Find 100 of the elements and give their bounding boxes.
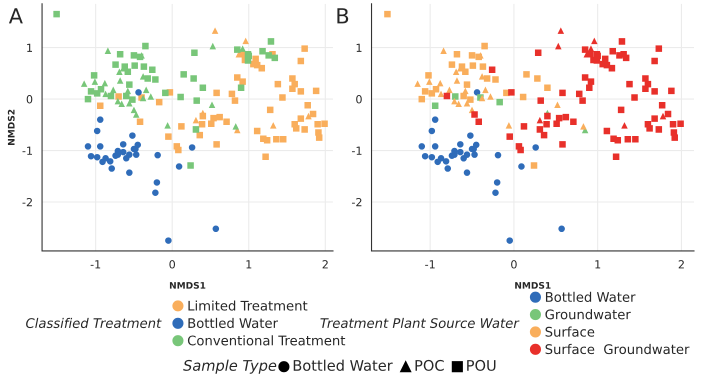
legend-label: Bottled Water (188, 318, 278, 328)
x-axis-title: NMDS1 (515, 282, 551, 289)
point (440, 47, 447, 54)
point (198, 121, 206, 128)
point (544, 84, 551, 92)
point (135, 89, 142, 96)
text: POU (467, 360, 496, 371)
point (534, 75, 541, 82)
point (279, 94, 286, 101)
point (156, 98, 162, 106)
point (149, 66, 156, 73)
point (523, 71, 530, 78)
point (301, 126, 308, 133)
y-tick-label: -1 (22, 146, 32, 155)
y-tick-label: -2 (352, 198, 362, 206)
point (464, 100, 470, 106)
point (193, 97, 200, 104)
legend-label: Bottled Water (546, 292, 636, 302)
point (200, 84, 206, 92)
text: A (8, 8, 23, 24)
point (492, 76, 499, 83)
point (506, 122, 512, 129)
point (187, 162, 194, 169)
point (129, 96, 136, 103)
point (164, 122, 171, 129)
point (470, 62, 476, 69)
x-axis-title: NMDS1 (170, 282, 206, 289)
point (467, 132, 474, 139)
point (428, 154, 436, 160)
point (298, 88, 304, 95)
point (142, 42, 149, 50)
x-tick-label: -1 (425, 260, 435, 268)
point (191, 49, 198, 56)
point (131, 62, 138, 69)
point (274, 80, 282, 88)
point (165, 237, 172, 244)
point (90, 72, 98, 79)
point (273, 136, 280, 142)
point (178, 123, 185, 130)
point (238, 84, 244, 92)
point (212, 226, 220, 232)
point (432, 86, 440, 93)
point (148, 93, 154, 100)
point (292, 125, 300, 132)
text: B (337, 8, 348, 24)
y-tick-label: 1 (356, 44, 362, 52)
point (144, 75, 151, 82)
point (239, 78, 246, 85)
point (480, 63, 486, 70)
point (177, 94, 184, 100)
point (108, 92, 114, 100)
point (464, 81, 470, 88)
point (266, 106, 274, 114)
x-tick-label: 0 (511, 260, 517, 269)
point (192, 126, 200, 133)
point (264, 136, 270, 144)
point (291, 80, 298, 88)
point (126, 169, 133, 176)
point (208, 101, 216, 108)
y-tick-label: 0 (26, 95, 32, 104)
point (84, 96, 92, 102)
point (152, 76, 159, 83)
point (310, 110, 316, 118)
point (132, 111, 140, 118)
legend-label: Conventional Treatment (188, 335, 346, 346)
point (530, 162, 538, 169)
point (162, 90, 169, 96)
point (213, 141, 220, 148)
point (53, 10, 60, 18)
point (272, 54, 278, 62)
point (436, 80, 444, 86)
point (418, 96, 426, 102)
point (448, 61, 456, 68)
point (88, 88, 94, 95)
point (428, 128, 436, 134)
point (212, 27, 218, 34)
point (110, 86, 117, 94)
point (496, 98, 503, 106)
point (457, 141, 464, 148)
point (518, 163, 525, 170)
legend-label: Groundwater (545, 309, 631, 320)
legend-label: Limited Treatment (188, 300, 308, 311)
point (132, 151, 140, 158)
x-tick-label: 2 (322, 260, 328, 268)
point (118, 100, 125, 107)
y-tick-label: -1 (352, 146, 362, 155)
point (98, 86, 104, 93)
point (462, 88, 469, 94)
point (96, 102, 104, 110)
point (464, 151, 470, 158)
point (621, 122, 628, 129)
point (124, 88, 132, 94)
point (452, 93, 459, 100)
point (321, 120, 328, 128)
point (210, 114, 217, 122)
point (384, 10, 391, 18)
text: Sample Type (183, 360, 276, 374)
point (314, 121, 321, 128)
point (468, 52, 476, 59)
point (120, 148, 126, 156)
